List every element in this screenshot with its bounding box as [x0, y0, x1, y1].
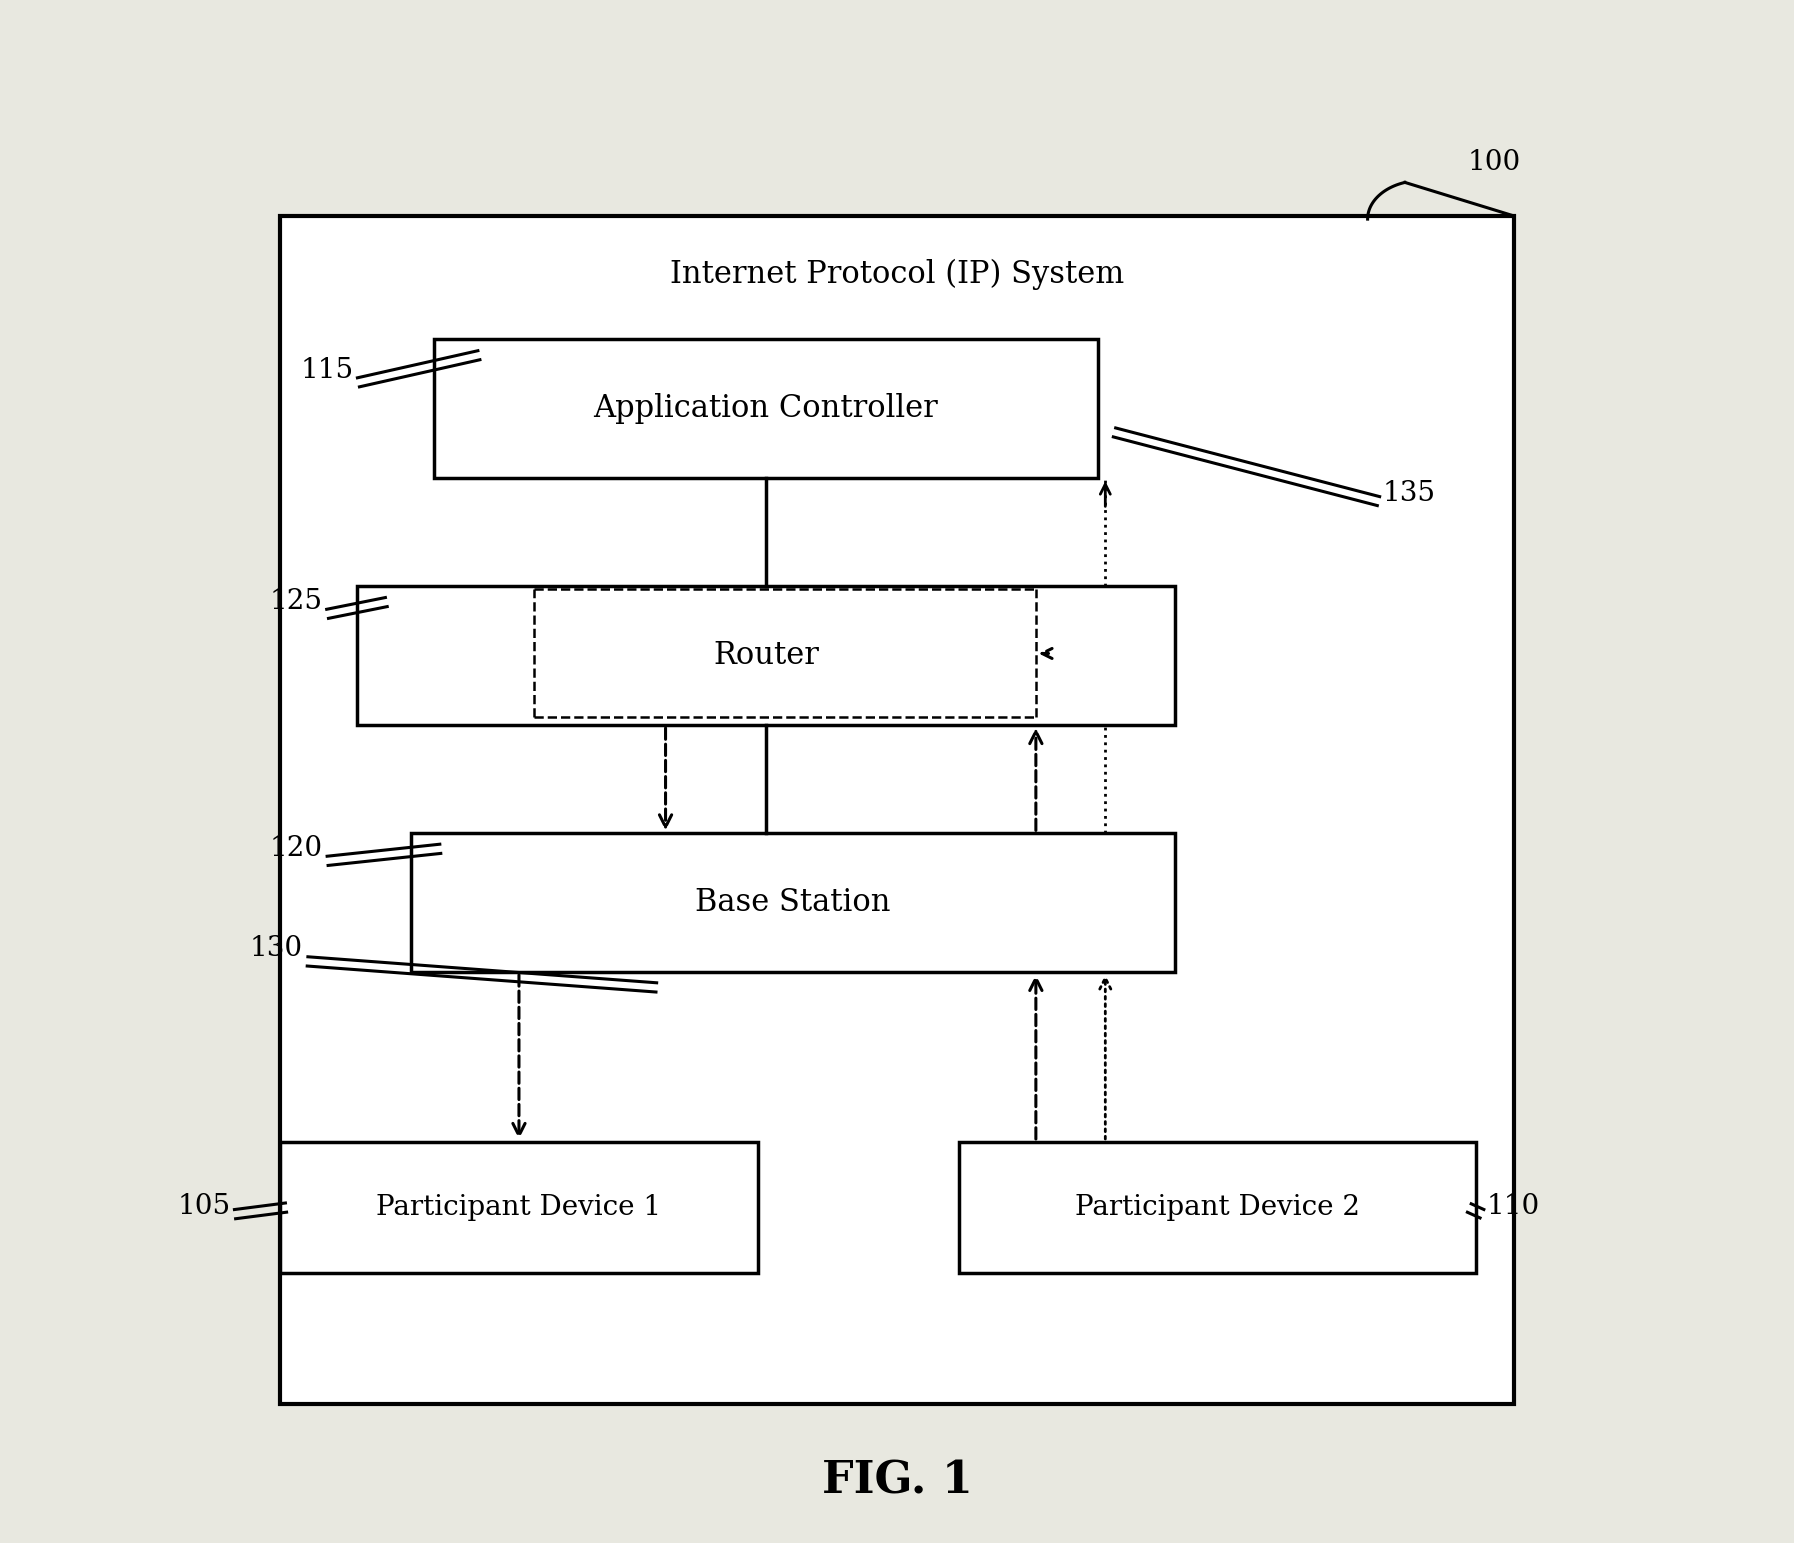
Text: 105: 105	[178, 1193, 230, 1221]
Bar	[958, 1142, 1476, 1273]
Bar	[357, 586, 1175, 725]
Text: Participant Device 1: Participant Device 1	[377, 1194, 662, 1221]
Text: Base Station: Base Station	[694, 887, 890, 918]
Bar	[280, 216, 1514, 1404]
Text: 110: 110	[1487, 1193, 1539, 1221]
Bar	[411, 833, 1175, 972]
Text: 100: 100	[1467, 148, 1521, 176]
Text: Participant Device 2: Participant Device 2	[1075, 1194, 1360, 1221]
Bar	[434, 339, 1098, 478]
Text: 120: 120	[269, 835, 323, 863]
Bar	[280, 1142, 759, 1273]
Text: 115: 115	[301, 356, 353, 384]
Text: 125: 125	[271, 588, 323, 616]
Text: 130: 130	[249, 935, 303, 963]
Text: 135: 135	[1383, 480, 1435, 508]
Text: Internet Protocol (IP) System: Internet Protocol (IP) System	[669, 259, 1125, 290]
Text: Router: Router	[712, 640, 818, 671]
Text: FIG. 1: FIG. 1	[822, 1460, 972, 1503]
Text: Application Controller: Application Controller	[594, 393, 938, 424]
